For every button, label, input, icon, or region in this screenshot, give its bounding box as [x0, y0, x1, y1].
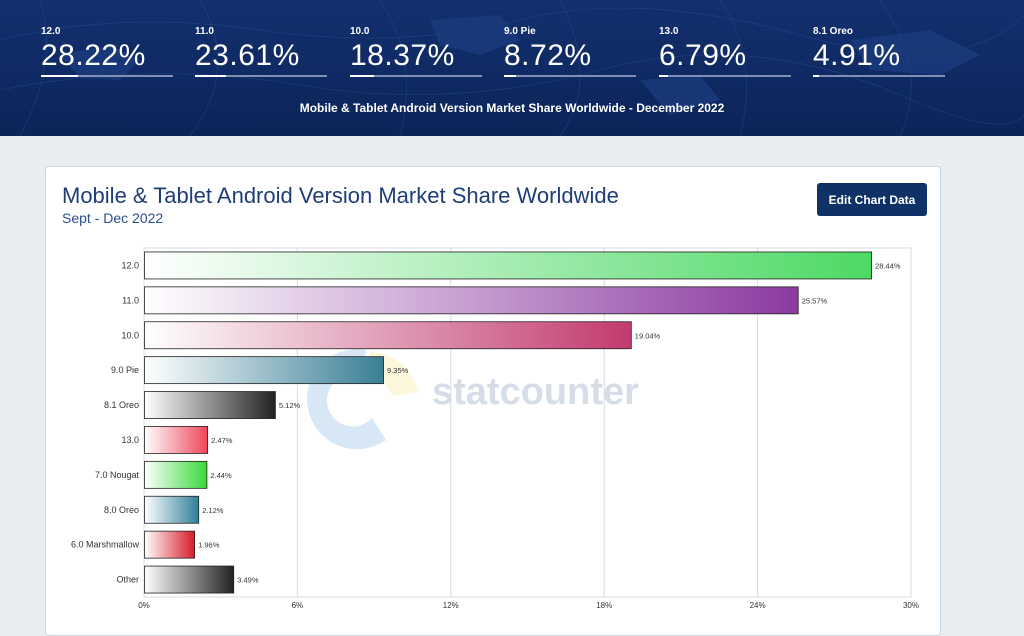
data-label: 2.44%: [210, 471, 232, 480]
edit-chart-data-button[interactable]: Edit Chart Data: [817, 183, 927, 216]
data-label: 2.47%: [211, 436, 233, 445]
bar[interactable]: [144, 391, 276, 419]
data-label: 19.04%: [635, 331, 661, 340]
category-label: 8.1 Oreo: [104, 400, 139, 410]
bar[interactable]: [144, 495, 200, 524]
header-banner: 12.0 28.22% 11.0 23.61% 10.0 18.37% 9.0 …: [0, 0, 1024, 136]
stat-bar-track: [504, 75, 636, 77]
category-label: 11.0: [122, 295, 139, 305]
bar[interactable]: [144, 356, 384, 385]
stat-label: 9.0 Pie: [504, 26, 536, 37]
category-label: 9.0 Pie: [111, 365, 139, 375]
world-map-background: [0, 0, 1024, 136]
stat-label: 11.0: [195, 26, 214, 37]
x-tick-label: 24%: [750, 601, 766, 610]
data-label: 1.96%: [198, 541, 220, 550]
data-label: 5.12%: [279, 401, 301, 410]
stat-value: 4.91%: [813, 39, 901, 72]
category-label: 10.0: [121, 330, 139, 340]
category-label: 8.0 Oreo: [104, 505, 139, 515]
stat-label: 10.0: [350, 26, 370, 37]
x-tick-label: 30%: [903, 601, 919, 610]
stat-bar-track: [195, 75, 327, 77]
stat-bar-fill: [504, 75, 516, 77]
stat-bar-fill: [350, 75, 375, 77]
x-tick-label: 12%: [443, 601, 459, 610]
category-label: 7.0 Nougat: [95, 470, 140, 480]
stat-bar-fill: [659, 75, 668, 77]
bar[interactable]: [144, 565, 235, 594]
stat-item: 9.0 Pie 8.72%: [504, 26, 636, 77]
bar[interactable]: [144, 251, 873, 280]
category-label: 13.0: [121, 435, 139, 445]
chart-title: Mobile & Tablet Android Version Market S…: [62, 183, 619, 208]
watermark-text: statcounter: [432, 371, 639, 413]
data-label: 25.57%: [802, 296, 828, 305]
stat-label: 13.0: [659, 26, 679, 37]
stat-value: 23.61%: [195, 39, 300, 72]
banner-subtitle: Mobile & Tablet Android Version Market S…: [299, 101, 725, 115]
stat-item: 12.0 28.22%: [41, 26, 173, 77]
bar[interactable]: [144, 286, 799, 315]
x-tick-label: 18%: [596, 601, 612, 610]
stat-value: 8.72%: [504, 39, 592, 72]
data-label: 3.49%: [237, 576, 259, 585]
stat-bar-track: [350, 75, 482, 77]
stat-value: 28.22%: [41, 39, 146, 72]
data-label: 28.44%: [875, 261, 901, 270]
stat-bar-fill: [813, 75, 820, 77]
stat-bar-track: [41, 75, 173, 77]
bar[interactable]: [144, 460, 208, 489]
stat-bar-fill: [195, 75, 227, 77]
stat-bar-fill: [41, 75, 79, 77]
bar[interactable]: [144, 426, 209, 454]
stat-item: 11.0 23.61%: [195, 26, 327, 77]
stat-label: 12.0: [41, 26, 61, 37]
x-axis-ticks: 0% 6% 12% 18% 24% 30%: [138, 601, 919, 610]
stat-item: 8.1 Oreo 4.91%: [813, 26, 945, 77]
stat-item: 10.0 18.37%: [350, 26, 482, 77]
category-label: 6.0 Marshmallow: [71, 540, 140, 550]
stat-bar-track: [813, 75, 945, 77]
bars: [144, 251, 873, 594]
chart-date-range: Sept - Dec 2022: [62, 210, 164, 226]
stat-value: 6.79%: [659, 39, 747, 72]
x-tick-label: 6%: [292, 601, 304, 610]
category-label: Other: [116, 575, 139, 585]
stat-item: 13.0 6.79%: [659, 26, 791, 77]
bar[interactable]: [144, 321, 632, 350]
data-label: 2.12%: [202, 506, 224, 515]
stat-bar-track: [659, 75, 791, 77]
value-labels: 28.44% 25.57% 19.04% 9.35% 5.12% 2.47% 2.44% 2.…: [198, 261, 901, 584]
x-tick-label: 0%: [138, 601, 150, 610]
category-label: 12.0: [121, 260, 139, 270]
category-labels: 12.0 11.0 10.0 9.0 Pie 8.1 Oreo 13.0 7.0 Nouga…: [71, 260, 140, 584]
stat-label: 8.1 Oreo: [813, 26, 854, 37]
bar[interactable]: [144, 530, 196, 559]
stat-value: 18.37%: [350, 39, 455, 72]
data-label: 9.35%: [387, 366, 409, 375]
